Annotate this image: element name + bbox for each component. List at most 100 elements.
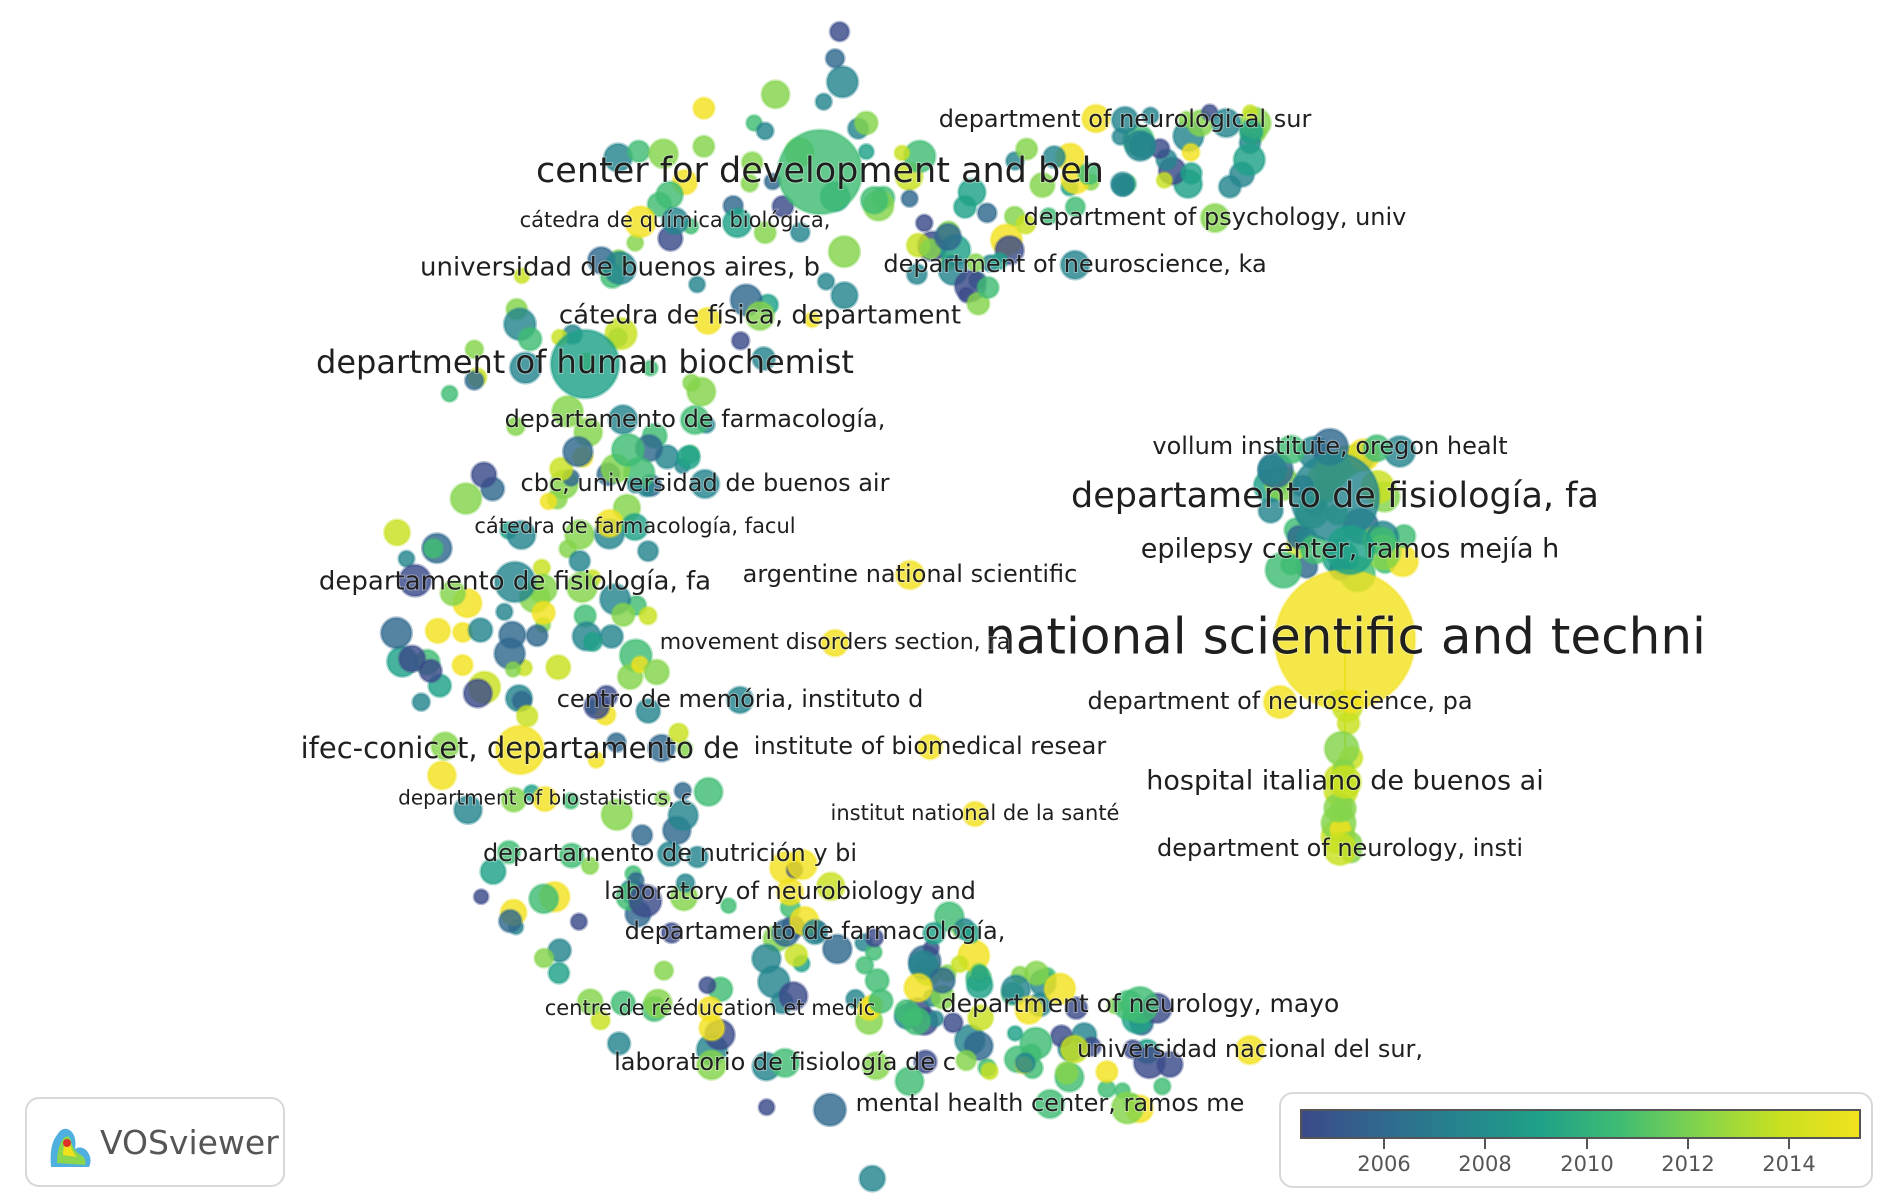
node-bubble[interactable] xyxy=(610,432,646,468)
node-bubble[interactable] xyxy=(751,345,777,372)
node-bubble[interactable] xyxy=(812,1092,848,1128)
node-bubble[interactable] xyxy=(864,927,885,948)
node-bubble[interactable] xyxy=(675,444,702,471)
node-bubble-labeled[interactable] xyxy=(775,877,805,907)
node-bubble-labeled[interactable] xyxy=(801,918,829,946)
node-bubble[interactable] xyxy=(525,623,549,648)
node-bubble[interactable] xyxy=(513,267,531,285)
node-bubble[interactable] xyxy=(815,871,846,902)
node-bubble[interactable] xyxy=(1232,142,1267,177)
node-bubble[interactable] xyxy=(675,872,696,894)
node-bubble[interactable] xyxy=(598,623,625,650)
node-label[interactable]: institut national de la santé xyxy=(830,800,1121,826)
node-bubble[interactable] xyxy=(550,394,585,429)
node-label[interactable]: hospital italiano de buenos ai xyxy=(1145,765,1544,798)
node-bubble[interactable] xyxy=(989,251,1009,271)
node-bubble[interactable] xyxy=(685,845,710,869)
node-bubble[interactable] xyxy=(1276,434,1307,465)
node-bubble[interactable] xyxy=(857,142,876,161)
node-bubble[interactable] xyxy=(422,537,445,560)
node-bubble-labeled[interactable] xyxy=(660,206,690,236)
node-bubble[interactable] xyxy=(966,1003,995,1032)
node-bubble[interactable] xyxy=(504,660,522,679)
node-bubble[interactable] xyxy=(905,262,929,286)
node-bubble[interactable] xyxy=(561,435,595,468)
node-bubble[interactable] xyxy=(606,1031,632,1056)
node-label[interactable]: universidad nacional del sur, xyxy=(1076,1034,1424,1064)
node-bubble[interactable] xyxy=(660,921,684,945)
node-bubble[interactable] xyxy=(1094,1059,1119,1084)
node-bubble[interactable] xyxy=(1181,142,1201,163)
node-bubble-labeled[interactable] xyxy=(820,628,850,658)
node-bubble[interactable] xyxy=(1279,553,1302,576)
node-bubble[interactable] xyxy=(853,110,880,136)
node-bubble[interactable] xyxy=(687,275,707,294)
node-bubble[interactable] xyxy=(745,113,764,133)
node-bubble-labeled[interactable] xyxy=(696,995,724,1023)
node-label[interactable]: movement disorders section, ra xyxy=(659,629,1011,656)
node-bubble[interactable] xyxy=(439,579,467,607)
node-label[interactable]: cátedra de física, departament xyxy=(558,300,962,332)
node-bubble[interactable] xyxy=(451,653,475,677)
node-label[interactable]: center for development and beh xyxy=(535,150,1105,192)
node-bubble[interactable] xyxy=(587,750,606,770)
node-bubble[interactable] xyxy=(1014,137,1039,161)
node-bubble-labeled[interactable] xyxy=(776,128,864,216)
node-bubble[interactable] xyxy=(693,776,724,808)
node-bubble[interactable] xyxy=(603,316,639,351)
node-bubble[interactable] xyxy=(1257,497,1285,525)
node-bubble[interactable] xyxy=(921,921,947,946)
node-bubble[interactable] xyxy=(472,888,490,906)
node-label[interactable]: epilepsy center, ramos mejía h xyxy=(1140,533,1560,566)
node-bubble[interactable] xyxy=(901,1006,932,1036)
node-bubble[interactable] xyxy=(463,370,485,392)
node-bubble[interactable] xyxy=(646,733,677,763)
node-bubble[interactable] xyxy=(582,631,604,653)
node-bubble[interactable] xyxy=(721,207,753,239)
node-bubble[interactable] xyxy=(548,456,574,482)
node-bubble[interactable] xyxy=(397,644,427,674)
node-bubble[interactable] xyxy=(740,150,764,175)
node-bubble[interactable] xyxy=(1179,161,1204,186)
node-bubble[interactable] xyxy=(589,1009,612,1031)
node-bubble[interactable] xyxy=(858,1164,887,1193)
node-bubble[interactable] xyxy=(1015,213,1037,236)
node-bubble[interactable] xyxy=(685,376,717,408)
node-bubble[interactable] xyxy=(527,883,560,915)
node-bubble[interactable] xyxy=(970,964,990,983)
node-bubble[interactable] xyxy=(900,189,920,209)
node-bubble[interactable] xyxy=(547,961,571,985)
node-bubble-labeled[interactable] xyxy=(493,560,537,604)
node-bubble[interactable] xyxy=(539,492,558,511)
node-bubble[interactable] xyxy=(695,1049,728,1081)
node-bubble-labeled[interactable] xyxy=(961,800,989,828)
node-bubble[interactable] xyxy=(980,1061,1000,1081)
node-bubble[interactable] xyxy=(803,310,822,329)
node-bubble[interactable] xyxy=(533,947,555,969)
node-bubble-labeled[interactable] xyxy=(916,733,944,761)
node-label[interactable]: universidad de buenos aires, b xyxy=(419,252,821,284)
node-bubble[interactable] xyxy=(411,692,432,713)
node-bubble[interactable] xyxy=(965,291,991,317)
node-bubble-labeled[interactable] xyxy=(531,785,559,813)
node-bubble[interactable] xyxy=(821,933,853,965)
node-label[interactable]: laboratory of neurobiology and xyxy=(603,876,977,906)
node-bubble[interactable] xyxy=(771,194,795,219)
node-bubble[interactable] xyxy=(1054,1060,1080,1086)
node-bubble[interactable] xyxy=(1000,974,1032,1006)
node-bubble[interactable] xyxy=(626,139,651,164)
node-bubble[interactable] xyxy=(467,616,494,644)
vosviewer-logo[interactable]: VOSviewer xyxy=(25,1097,285,1187)
node-bubble[interactable] xyxy=(1042,144,1067,170)
node-bubble-labeled[interactable] xyxy=(1322,831,1358,867)
node-label[interactable]: departamento de fisiología, fa xyxy=(1070,475,1600,517)
node-bubble[interactable] xyxy=(673,781,693,801)
node-bubble[interactable] xyxy=(430,731,460,761)
node-bubble[interactable] xyxy=(561,791,580,811)
node-bubble[interactable] xyxy=(1064,995,1089,1021)
node-bubble[interactable] xyxy=(902,972,934,1004)
node-bubble[interactable] xyxy=(814,92,834,112)
node-bubble[interactable] xyxy=(825,65,860,99)
node-bubble[interactable] xyxy=(1039,206,1059,226)
node-bubble[interactable] xyxy=(654,180,685,210)
